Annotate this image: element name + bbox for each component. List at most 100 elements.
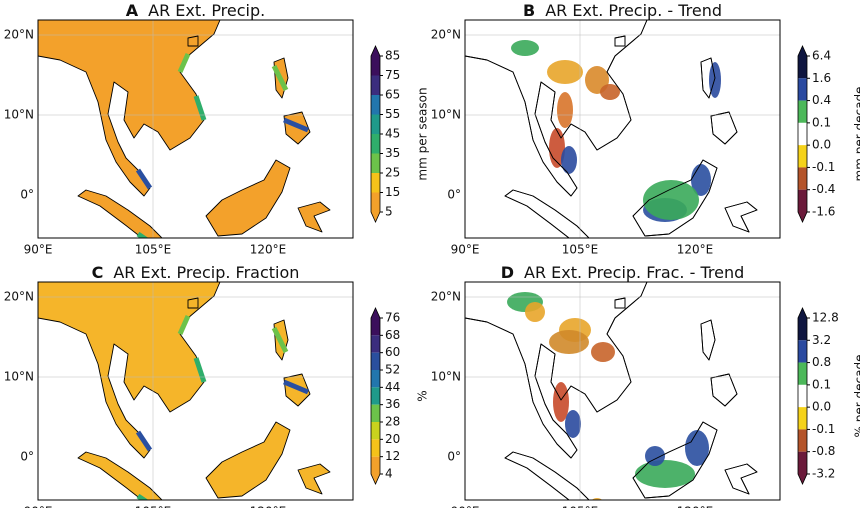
map-panel: D AR Ext. Precip. Frac. - Trend 90°E 105°E 1…: [431, 263, 860, 508]
map-panel: C AR Ext. Precip. Fraction 90°E 105°E 120°E 2…: [4, 263, 430, 508]
colorbar-segment: [798, 145, 807, 168]
colorbar-segment: [371, 56, 380, 76]
colorbar-segment: [798, 362, 807, 385]
trend-blob: [561, 146, 577, 174]
colorbar-segment: [371, 404, 380, 422]
x-tick-label: 120°E: [677, 243, 714, 257]
colorbar-extend: [371, 474, 380, 484]
coastal-rain: [136, 231, 149, 238]
y-tick-label: 0°: [20, 450, 34, 464]
colorbar-segment: [798, 78, 807, 101]
map-area: [465, 20, 780, 238]
y-tick-label: 10°N: [4, 370, 34, 384]
coastal-rain: [177, 52, 191, 74]
y-tick-label: 10°N: [431, 108, 461, 122]
colorbar-extend: [798, 308, 807, 318]
coastal-rain: [271, 326, 289, 354]
colorbar: 76 68 60 52 44 36 28 20 12 4%: [370, 307, 430, 485]
colorbar-extend: [371, 212, 380, 222]
map-area: [465, 282, 780, 500]
colorbar-segment: [371, 192, 380, 212]
colorbar-label: % per decade: [853, 355, 860, 438]
map-area: [38, 282, 353, 500]
y-tick-label: 0°: [447, 450, 461, 464]
colorbar-segment: [798, 451, 807, 474]
x-tick-label: 105°E: [135, 505, 172, 508]
colorbar-extend: [371, 308, 380, 318]
colorbar-tick-label: 0.8: [812, 355, 831, 369]
panel-title: A AR Ext. Precip.: [126, 1, 265, 20]
colorbar-extend: [798, 474, 807, 484]
coastal-rain: [136, 493, 149, 500]
x-tick-label: 90°E: [24, 243, 53, 257]
colorbar-tick-label: 85: [385, 49, 400, 63]
colorbar-tick-label: 0.0: [812, 400, 831, 414]
y-tick-label: 20°N: [4, 28, 34, 42]
colorbar-tick-label: 1.6: [812, 71, 831, 85]
map-frame: [464, 19, 781, 239]
coastal-rain: [193, 357, 207, 383]
y-tick-label: 0°: [20, 188, 34, 202]
colorbar-segment: [798, 100, 807, 123]
map-frame: [37, 281, 354, 501]
colorbar-segment: [798, 122, 807, 146]
panel-title: D AR Ext. Precip. Frac. - Trend: [501, 263, 745, 282]
colorbar-tick-label: 12: [385, 449, 400, 463]
title-text: AR Ext. Precip.: [148, 1, 265, 20]
panel-letter: A: [126, 1, 139, 20]
trend-blob: [591, 342, 615, 362]
colorbar-label: mm per season: [416, 87, 430, 180]
y-tick-label: 20°N: [431, 28, 461, 42]
map-frame: [37, 19, 354, 239]
colorbar-segment: [798, 340, 807, 363]
x-tick-label: 120°E: [677, 505, 714, 508]
colorbar-tick-label: 55: [385, 107, 400, 121]
y-tick-label: 20°N: [431, 290, 461, 304]
trend-blob: [557, 92, 573, 128]
colorbar-label: mm per decade: [853, 87, 860, 182]
colorbar-segment: [371, 153, 380, 173]
y-tick-label: 20°N: [4, 290, 34, 304]
colorbar-label: %: [416, 390, 430, 401]
colorbar-tick-label: 12.8: [812, 311, 839, 325]
colorbar-tick-label: 65: [385, 88, 400, 102]
trend-blob: [511, 40, 539, 56]
trend-blob: [635, 460, 695, 488]
colorbar-tick-label: 3.2: [812, 333, 831, 347]
colorbar-tick-label: -0.4: [812, 182, 835, 196]
coastal-rain: [135, 430, 153, 452]
colorbar-tick-label: 68: [385, 328, 400, 342]
panel-letter: D: [501, 263, 514, 282]
colorbar-tick-label: 35: [385, 146, 400, 160]
coastal-rain: [283, 117, 309, 133]
x-tick-label: 90°E: [451, 243, 480, 257]
trend-blob: [685, 430, 709, 466]
x-tick-label: 105°E: [562, 505, 599, 508]
colorbar-tick-label: 20: [385, 432, 400, 446]
colorbar: 6.4 1.6 0.4 0.1 0.0 -0.1 -0.4 -1.6 mm per decade: [797, 45, 860, 223]
colorbar-segment: [371, 95, 380, 115]
colorbar-tick-label: 0.0: [812, 138, 831, 152]
panel-letter: B: [523, 1, 535, 20]
coastal-rain: [193, 95, 207, 121]
colorbar-segment: [798, 407, 807, 430]
panel-title: C AR Ext. Precip. Fraction: [92, 263, 300, 282]
colorbar-tick-label: 45: [385, 127, 400, 141]
colorbar-tick-label: -3.2: [812, 467, 835, 481]
colorbar-segment: [371, 422, 380, 440]
trend-blob: [643, 180, 699, 220]
colorbar-tick-label: 44: [385, 380, 400, 394]
x-tick-label: 90°E: [451, 505, 480, 508]
colorbar-extend: [798, 46, 807, 56]
title-text: AR Ext. Precip. Fraction: [113, 263, 299, 282]
colorbar-segment: [798, 167, 807, 190]
colorbar-tick-label: 28: [385, 415, 400, 429]
colorbar-tick-label: 0.1: [812, 377, 831, 391]
trend-blob: [547, 60, 583, 84]
colorbar-segment: [371, 439, 380, 457]
colorbar-tick-label: -1.6: [812, 205, 835, 219]
map-frame: [464, 281, 781, 501]
colorbar-segment: [798, 56, 807, 79]
colorbar: 12.8 3.2 0.8 0.1 0.0 -0.1 -0.8 -3.2 % per decade: [797, 307, 860, 485]
map-panel: B AR Ext. Precip. - Trend 90°E 105°E 120°E 20…: [431, 1, 860, 257]
